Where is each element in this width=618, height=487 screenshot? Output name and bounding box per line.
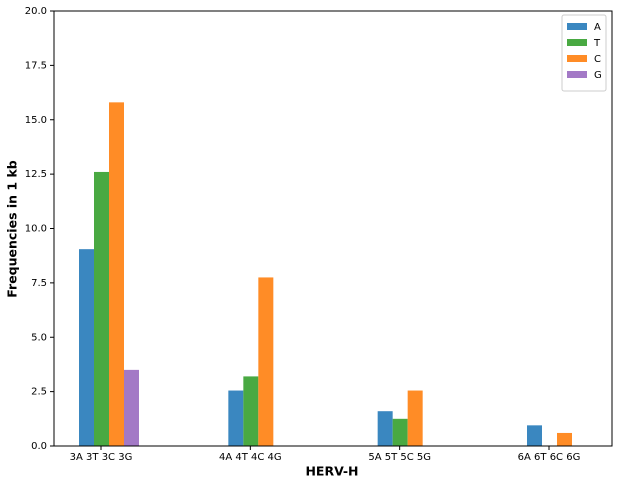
y-tick-label: 5.0 xyxy=(31,332,47,343)
x-tick-label: 6A 6T 6C 6G xyxy=(518,452,581,463)
legend-label: A xyxy=(594,22,601,33)
y-tick-label: 2.5 xyxy=(31,387,47,398)
legend-swatch xyxy=(567,39,587,46)
bar xyxy=(109,102,124,446)
bar xyxy=(407,390,423,446)
x-tick-label: 4A 4T 4C 4G xyxy=(219,452,282,463)
y-tick-label: 7.5 xyxy=(31,278,47,289)
y-axis-label: Frequencies in 1 kb xyxy=(5,160,20,297)
x-tick-label: 5A 5T 5C 5G xyxy=(368,452,431,463)
bar xyxy=(258,277,274,446)
x-axis-label: HERV-H xyxy=(305,464,358,479)
bar xyxy=(557,432,572,446)
bar xyxy=(392,418,408,446)
bar xyxy=(377,411,393,446)
y-tick-label: 10.0 xyxy=(25,224,47,235)
y-tick-label: 17.5 xyxy=(25,60,47,71)
bar xyxy=(527,425,542,446)
legend-label: C xyxy=(594,54,601,65)
legend-swatch xyxy=(567,23,587,30)
bar xyxy=(79,249,94,446)
legend-label: T xyxy=(593,38,601,49)
legend-label: G xyxy=(594,70,602,81)
legend-swatch xyxy=(567,71,587,78)
y-tick-label: 0.0 xyxy=(31,441,47,452)
bar xyxy=(243,376,259,446)
x-tick-label: 3A 3T 3C 3G xyxy=(70,452,133,463)
plot-frame xyxy=(53,10,613,447)
y-tick-label: 12.5 xyxy=(25,169,47,180)
bar xyxy=(124,369,139,446)
y-tick-label: 15.0 xyxy=(25,115,47,126)
bar xyxy=(228,390,244,446)
bar xyxy=(94,171,109,446)
y-tick-label: 20.0 xyxy=(25,6,47,17)
legend-swatch xyxy=(567,55,587,62)
